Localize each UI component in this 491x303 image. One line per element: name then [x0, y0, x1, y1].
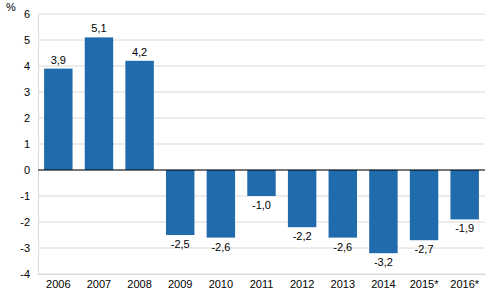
data-labels: 3,9 5,1 4,2 -2,5 -2,6 -1,0 -2,2 -2,6 -3,2 -2,7 -1,…: [51, 22, 474, 268]
bar: [125, 61, 153, 170]
x-tick: 2010: [209, 274, 233, 290]
x-tick-label: 2015*: [410, 278, 439, 290]
x-tick: 2013: [331, 274, 355, 290]
y-tick-label: 4: [24, 60, 30, 72]
data-label: -2,6: [333, 241, 352, 253]
data-label: 5,1: [91, 22, 106, 34]
data-label: -2,6: [211, 241, 230, 253]
x-tick: 2006: [46, 274, 70, 290]
data-label: -2,5: [171, 238, 190, 250]
y-tick-label: -3: [20, 242, 30, 254]
x-tick-label: 2009: [168, 278, 192, 290]
y-tick-label: -1: [20, 190, 30, 202]
y-tick-label: 6: [24, 8, 30, 20]
grid-line: [38, 14, 485, 15]
x-axis-line: [39, 274, 486, 275]
x-tick: 2007: [87, 274, 111, 290]
y-tick-label: 1: [24, 138, 30, 150]
y-tick-label: 3: [24, 86, 30, 98]
bar: [44, 69, 72, 170]
y-tick-label: 5: [24, 34, 30, 46]
data-label: -2,2: [293, 230, 312, 242]
y-tick: -2: [20, 216, 38, 228]
x-tick: 2008: [127, 274, 151, 290]
data-label: -2,7: [415, 243, 434, 255]
data-label: -1,0: [252, 199, 271, 211]
bar: [288, 170, 316, 227]
x-tick-label: 2006: [46, 278, 70, 290]
bar: [369, 170, 397, 253]
y-tick: -1: [20, 190, 38, 202]
bar: [166, 170, 194, 235]
y-tick-label: 2: [24, 112, 30, 124]
y-axis-line: [38, 15, 39, 275]
bar: [85, 37, 113, 170]
bar: [207, 170, 235, 238]
y-tick: 1: [24, 138, 38, 150]
grid-line: [38, 170, 485, 171]
y-tick: 3: [24, 86, 38, 98]
data-label: -3,2: [374, 256, 393, 268]
x-tick-label: 2014: [371, 278, 395, 290]
y-axis: -4 -3 -2 -1 0 1 2 3 4 5 6: [20, 8, 38, 280]
x-tick: 2014: [371, 274, 395, 290]
x-tick-label: 2010: [209, 278, 233, 290]
bar: [329, 170, 357, 238]
y-tick: 0: [24, 164, 38, 176]
zero-line: [38, 170, 485, 171]
x-tick-label: 2013: [331, 278, 355, 290]
y-tick: 6: [24, 8, 38, 20]
y-tick: 5: [24, 34, 38, 46]
y-tick-label: 0: [24, 164, 30, 176]
bar: [410, 170, 438, 240]
y-tick: 2: [24, 112, 38, 124]
data-label: 4,2: [132, 46, 147, 58]
x-tick: 2016*: [450, 274, 479, 290]
data-label: -1,9: [455, 222, 474, 234]
x-tick-label: 2016*: [450, 278, 479, 290]
y-tick-label: -4: [20, 268, 30, 280]
bars: [44, 37, 479, 253]
y-tick-label: -2: [20, 216, 30, 228]
y-tick: -3: [20, 242, 38, 254]
grid-line: [38, 274, 485, 275]
x-tick-label: 2011: [250, 278, 274, 290]
bar: [247, 170, 275, 196]
y-tick: 4: [24, 60, 38, 72]
plot: -4 -3 -2 -1 0 1 2 3 4 5 6 3,9 5,1 4,2 -2,5 -2,6 -1,0 -2,2…: [20, 8, 485, 290]
x-tick-label: 2012: [290, 278, 314, 290]
x-tick-label: 2008: [127, 278, 151, 290]
x-axis: 2006 2007 2008 2009 2010 2011 2012 2013 2014 2015…: [39, 274, 486, 290]
x-tick: 2015*: [410, 274, 439, 290]
data-label: 3,9: [51, 54, 66, 66]
y-axis-title: %: [6, 1, 16, 13]
y-tick: -4: [20, 268, 38, 280]
grid: [38, 14, 485, 274]
bar: [450, 170, 478, 219]
chart: -4 -3 -2 -1 0 1 2 3 4 5 6 3,9 5,1 4,2 -2,5 -2,6 -1,0 -2,2…: [0, 0, 491, 303]
x-tick: 2012: [290, 274, 314, 290]
x-tick-label: 2007: [87, 278, 111, 290]
x-tick: 2009: [168, 274, 192, 290]
x-tick: 2011: [250, 274, 274, 290]
